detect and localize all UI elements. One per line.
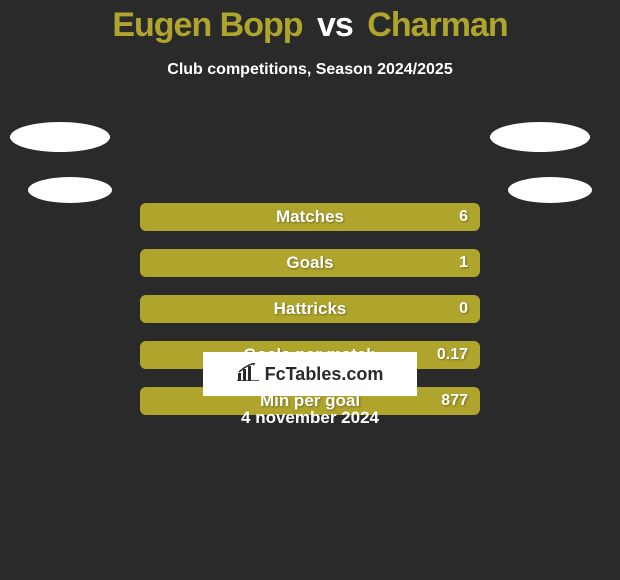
stat-bar-value: 877 <box>441 392 468 410</box>
stat-bar: Matches 6 <box>140 203 480 231</box>
stat-bar-value: 0.17 <box>437 346 468 364</box>
brand-text: FcTables.com <box>265 364 384 385</box>
stat-bar-label: Matches <box>276 207 344 227</box>
decorative-ellipse-left-1 <box>28 177 112 203</box>
vs-separator: vs <box>317 6 353 44</box>
player1-name: Eugen Bopp <box>112 6 302 44</box>
stat-bar-value: 0 <box>459 300 468 318</box>
stat-bar-value: 1 <box>459 254 468 272</box>
bar-chart-icon <box>237 363 259 386</box>
stat-bar-value: 6 <box>459 208 468 226</box>
stat-bar: Goals 1 <box>140 249 480 277</box>
brand-box: FcTables.com <box>203 352 417 396</box>
date-line: 4 november 2024 <box>241 408 379 428</box>
stat-bar-label: Goals <box>286 253 333 273</box>
stat-bar-label: Hattricks <box>274 299 347 319</box>
stat-bar: Hattricks 0 <box>140 295 480 323</box>
decorative-ellipse-right-1 <box>508 177 592 203</box>
subtitle: Club competitions, Season 2024/2025 <box>0 61 620 79</box>
comparison-title: Eugen Bopp vs Charman <box>0 0 620 45</box>
player2-name: Charman <box>367 6 507 44</box>
brand-inner: FcTables.com <box>237 363 384 386</box>
decorative-ellipse-left-0 <box>10 122 110 152</box>
decorative-ellipse-right-0 <box>490 122 590 152</box>
